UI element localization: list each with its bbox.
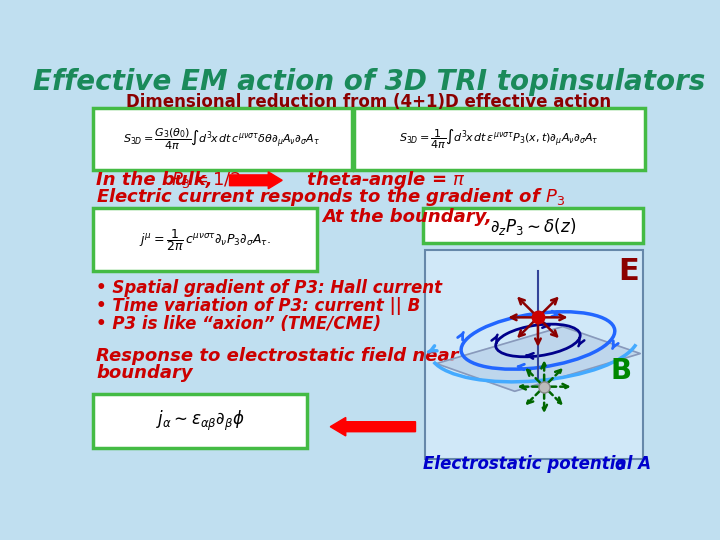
Text: theta-angle = $\pi$: theta-angle = $\pi$ (287, 170, 465, 191)
FancyArrow shape (230, 172, 282, 189)
Text: • P3 is like “axion” (TME/CME): • P3 is like “axion” (TME/CME) (96, 314, 382, 333)
Text: Effective EM action of 3D TRI topinsulators: Effective EM action of 3D TRI topinsulat… (33, 68, 705, 96)
FancyBboxPatch shape (425, 249, 644, 459)
Text: In the bulk,: In the bulk, (96, 171, 219, 190)
Text: Response to electrostatic field near: Response to electrostatic field near (96, 347, 459, 365)
Text: 0: 0 (614, 459, 624, 473)
Text: $S_{3D} = \dfrac{1}{4\pi} \int d^3\!x\,dt\,\epsilon^{\mu\nu\sigma\tau} P_3(x,t)\: $S_{3D} = \dfrac{1}{4\pi} \int d^3\!x\,d… (399, 128, 598, 151)
Text: Electrostatic potential A: Electrostatic potential A (423, 455, 652, 472)
FancyBboxPatch shape (354, 108, 645, 170)
FancyBboxPatch shape (423, 208, 644, 244)
Text: $\partial_z P_3 \sim \delta(z)$: $\partial_z P_3 \sim \delta(z)$ (490, 216, 577, 237)
Text: $j^\mu = \dfrac{1}{2\pi}\, c^{\mu\nu\sigma\tau} \partial_\nu P_3 \partial_\sigma: $j^\mu = \dfrac{1}{2\pi}\, c^{\mu\nu\sig… (139, 227, 271, 253)
FancyBboxPatch shape (93, 394, 307, 448)
Text: $P_3=1/2$: $P_3=1/2$ (171, 170, 240, 190)
Text: Electric current responds to the gradient of $P_3$: Electric current responds to the gradien… (96, 186, 565, 208)
Text: • Spatial gradient of P3: Hall current: • Spatial gradient of P3: Hall current (96, 279, 442, 297)
Text: E: E (618, 256, 639, 286)
Text: • Time variation of P3: current || B: • Time variation of P3: current || B (96, 297, 420, 315)
FancyBboxPatch shape (93, 208, 317, 271)
Text: $S_{3D} = \dfrac{G_3(\theta_0)}{4\pi} \int d^3\!x\,dt\,c^{\mu\nu\sigma\tau} \del: $S_{3D} = \dfrac{G_3(\theta_0)}{4\pi} \i… (123, 127, 320, 152)
FancyArrow shape (330, 417, 415, 436)
Text: boundary: boundary (96, 364, 193, 382)
Polygon shape (436, 327, 640, 392)
Text: $j_\alpha \sim \epsilon_{\alpha\beta} \partial_\beta \phi$: $j_\alpha \sim \epsilon_{\alpha\beta} \p… (156, 409, 245, 434)
Text: Dimensional reduction from (4+1)D effective action: Dimensional reduction from (4+1)D effect… (127, 93, 611, 111)
FancyBboxPatch shape (93, 108, 352, 170)
Text: B: B (611, 357, 631, 385)
Text: At the boundary,: At the boundary, (323, 208, 492, 226)
